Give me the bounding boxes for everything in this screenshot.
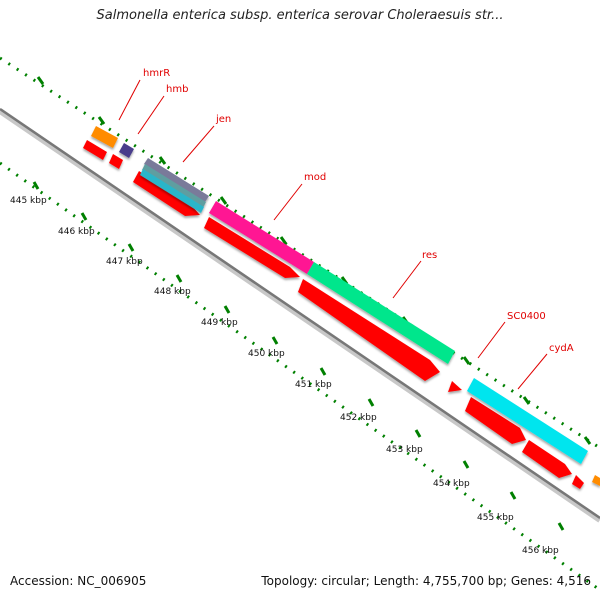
gene-arrow [522,440,572,478]
ruler-label: 446 kbp [58,227,95,237]
label-leader-res [392,260,422,299]
gene-arrow [83,140,107,160]
gene-arrow [204,217,300,278]
genome-title: Salmonella enterica subsp. enterica sero… [96,8,504,23]
feature-edge-box [592,475,600,486]
label-leader-hmrR [118,79,141,121]
gene-arrow [465,397,526,444]
ruler-label: 448 kbp [154,287,191,297]
gene-arrow [298,279,440,381]
gene-arrow [448,381,462,392]
ruler-label: 445 kbp [10,196,47,206]
ruler-label: 447 kbp [106,257,143,267]
genome-backbone [0,107,600,523]
label-leader-SC0400 [477,321,506,359]
inner-ruler [0,161,600,592]
feature-jen-box [144,158,209,202]
gene-arrow [133,171,200,216]
gene-track[interactable] [83,140,584,489]
outer-ruler [0,56,600,450]
ruler-label: 454 kbp [433,479,470,489]
ruler-label: 453 kbp [386,445,423,455]
feature-hmrR-box [91,126,118,148]
gene-label-texts: hmrR hmb jen mod res SC0400 cydA [143,68,574,354]
ruler-label: 452 kbp [340,413,377,423]
gene-labels[interactable] [118,79,548,390]
feature-jen-box-3 [140,169,204,213]
ruler-label: 451 kbp [295,380,332,390]
label-leader-jen [182,125,215,163]
feature-hmb-box [119,143,134,158]
ruler-labels: 445 kbp 446 kbp 447 kbp 448 kbp 449 kbp … [10,196,559,556]
feature-track[interactable] [91,126,600,486]
label-hmrR: hmrR [143,68,170,79]
summary-text: Topology: circular; Length: 4,755,700 bp… [261,574,591,588]
label-mod: mod [304,172,326,183]
accession-text: Accession: NC_006905 [10,574,147,588]
label-jen: jen [215,114,231,125]
feature-mod-box [209,201,314,274]
label-leader-hmb [137,95,165,135]
label-leader-cydA [517,353,548,390]
feature-cydA-box [467,378,588,464]
label-SC0400: SC0400 [507,311,546,322]
label-hmb: hmb [166,84,188,95]
gene-arrow [572,475,584,489]
label-res: res [422,250,437,261]
feature-jen-box-2 [142,164,206,208]
ruler-label: 450 kbp [248,349,285,359]
label-cydA: cydA [549,343,574,354]
ruler-label: 455 kbp [477,513,514,523]
ruler-label: 449 kbp [201,318,238,328]
label-leader-mod [273,183,303,221]
feature-res-box [307,262,455,364]
gene-arrow [109,154,123,169]
ruler-label: 456 kbp [522,546,559,556]
